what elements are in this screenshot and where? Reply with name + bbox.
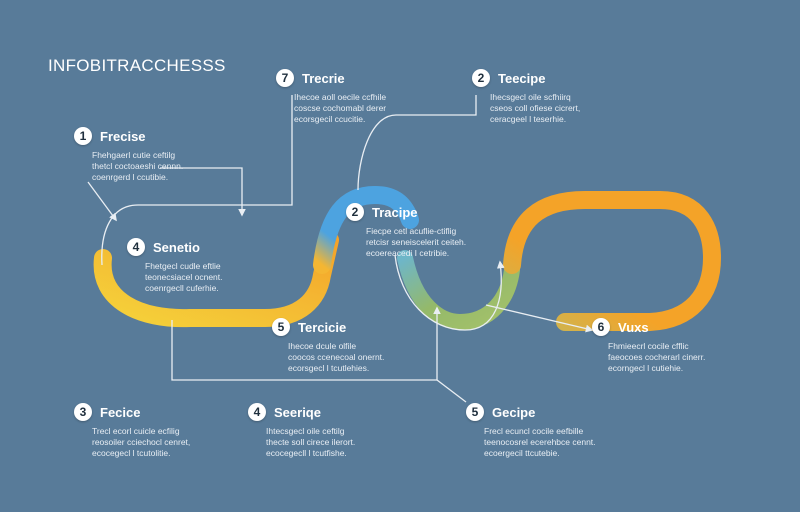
desc-line: coocos ccenecoal onernt. (288, 352, 385, 362)
step-number-badge: 7 (276, 69, 294, 87)
connector-lines (87, 95, 594, 403)
desc-line: ceracgeel l teserhie. (490, 114, 567, 124)
step-number-badge: 4 (127, 238, 145, 256)
step-description: Ihecoe dcule olfile coocos ccenecoal one… (288, 341, 416, 374)
step-title: Tercicie (298, 319, 347, 335)
step-number-badge: 5 (466, 403, 484, 421)
desc-line: Fhehgaerl cutie ceftilg (92, 150, 176, 160)
desc-line: reosoiler cciechocl cenret, (92, 437, 191, 447)
step-title: Tracipe (372, 204, 418, 220)
step-title: Fecice (100, 404, 141, 420)
step-description: Fiecpe cetl acuflie-ctiflig retcisr sene… (366, 226, 494, 259)
step-number-badge: 5 (272, 318, 290, 336)
desc-line: ecorngecl l cutiehie. (608, 363, 684, 373)
desc-line: retcisr seneiscelerit ceiteh. (366, 237, 467, 247)
step-3: 3 Fecice Trecl ecorl cuicle ecfilig reos… (74, 402, 220, 459)
desc-line: Ihecsgecl oile scfhiirq (490, 92, 571, 102)
desc-line: coenrgecll cuferhie. (145, 283, 219, 293)
step-title: Frecise (100, 128, 146, 144)
desc-line: ecorsgecl l tcutlehies. (288, 363, 370, 373)
step-description: Ihecoe aoll oecile ccfhile coscse cochom… (294, 92, 422, 125)
flow-band-blue (313, 185, 419, 274)
step-description: Ihtecsgecl oile ceftilg thecte soll cire… (266, 426, 394, 459)
desc-line: Fhmieecrl cocile cfflic (608, 341, 689, 351)
desc-line: coenrgerd l ccutibie. (92, 172, 169, 182)
step-5-center: 5 Tercicie Ihecoe dcule olfile coocos cc… (272, 317, 416, 374)
desc-line: Fhetgecl cudle eftlie (145, 261, 221, 271)
flow-band-orange (503, 191, 722, 331)
step-title: Gecipe (492, 404, 536, 420)
desc-line: ecoereacedi I cetribie. (366, 248, 450, 258)
step-4-mid: 4 Senetio Fhetgecl cudle eftlie teonecsi… (127, 237, 273, 294)
step-description: Fhetgecl cudle eftlie teonecsiacel ocnen… (145, 261, 273, 294)
step-description: Trecl ecorl cuicle ecfilig reosoiler cci… (92, 426, 220, 459)
step-2-top: 2 Teecipe Ihecsgecl oile scfhiirq cseos … (472, 68, 618, 125)
flow-band-left (93, 231, 339, 328)
step-1: 1 Frecise Fhehgaerl cutie ceftilg thetcl… (74, 126, 220, 183)
desc-line: Ihecoe aoll oecile ccfhile (294, 92, 387, 102)
step-description: Fhehgaerl cutie ceftilg thetcl coctoaesh… (92, 150, 220, 183)
desc-line: faeocoes cocherarl cinerr. (608, 352, 706, 362)
step-description: Fhmieecrl cocile cfflic faeocoes cochera… (608, 341, 736, 374)
desc-line: teenocosrel ecerehbce cennt. (484, 437, 596, 447)
desc-line: ecocegecl l tcutolitie. (92, 448, 171, 458)
desc-line: Fiecpe cetl acuflie-ctiflig (366, 226, 457, 236)
desc-line: Frecl ecuncl cocile eefbille (484, 426, 584, 436)
step-2-center: 2 Tracipe Fiecpe cetl acuflie-ctiflig re… (346, 202, 494, 259)
desc-line: thecte soll cirece ilerort. (266, 437, 356, 447)
step-title: Vuxs (618, 319, 649, 335)
desc-line: ecorsgecil ccucitie. (294, 114, 366, 124)
step-4-bottom: 4 Seeriqe Ihtecsgecl oile ceftilg thecte… (248, 402, 394, 459)
step-number-badge: 1 (74, 127, 92, 145)
step-title: Teecipe (498, 70, 546, 86)
step-number-badge: 2 (346, 203, 364, 221)
desc-line: ecoergecil ttcutebie. (484, 448, 560, 458)
step-number-badge: 6 (592, 318, 610, 336)
step-number-badge: 3 (74, 403, 92, 421)
flow-band-green (397, 250, 520, 331)
step-description: Frecl ecuncl cocile eefbille teenocosrel… (484, 426, 612, 459)
desc-line: cseos coll ofiese cicrert, (490, 103, 581, 113)
step-title: Senetio (153, 239, 200, 255)
step-title: Trecrie (302, 70, 345, 86)
desc-line: thetcl coctoaeshi cennn. (92, 161, 184, 171)
step-6: 6 Vuxs Fhmieecrl cocile cfflic faeocoes … (592, 317, 736, 374)
step-7: 7 Trecrie Ihecoe aoll oecile ccfhile cos… (276, 68, 422, 125)
step-title: Seeriqe (274, 404, 321, 420)
desc-line: Ihecoe dcule olfile (288, 341, 357, 351)
step-5-bottom: 5 Gecipe Frecl ecuncl cocile eefbille te… (466, 402, 612, 459)
page-title: INFOBITRACCHESSS (48, 56, 226, 75)
desc-line: teonecsiacel ocnent. (145, 272, 223, 282)
step-description: Ihecsgecl oile scfhiirq cseos coll ofies… (490, 92, 618, 125)
desc-line: ecocegecll l tcutfishe. (266, 448, 347, 458)
desc-line: Trecl ecorl cuicle ecfilig (92, 426, 180, 436)
desc-line: Ihtecsgecl oile ceftilg (266, 426, 345, 436)
desc-line: coscse cochomabl derer (294, 103, 387, 113)
step-number-badge: 2 (472, 69, 490, 87)
step-number-badge: 4 (248, 403, 266, 421)
